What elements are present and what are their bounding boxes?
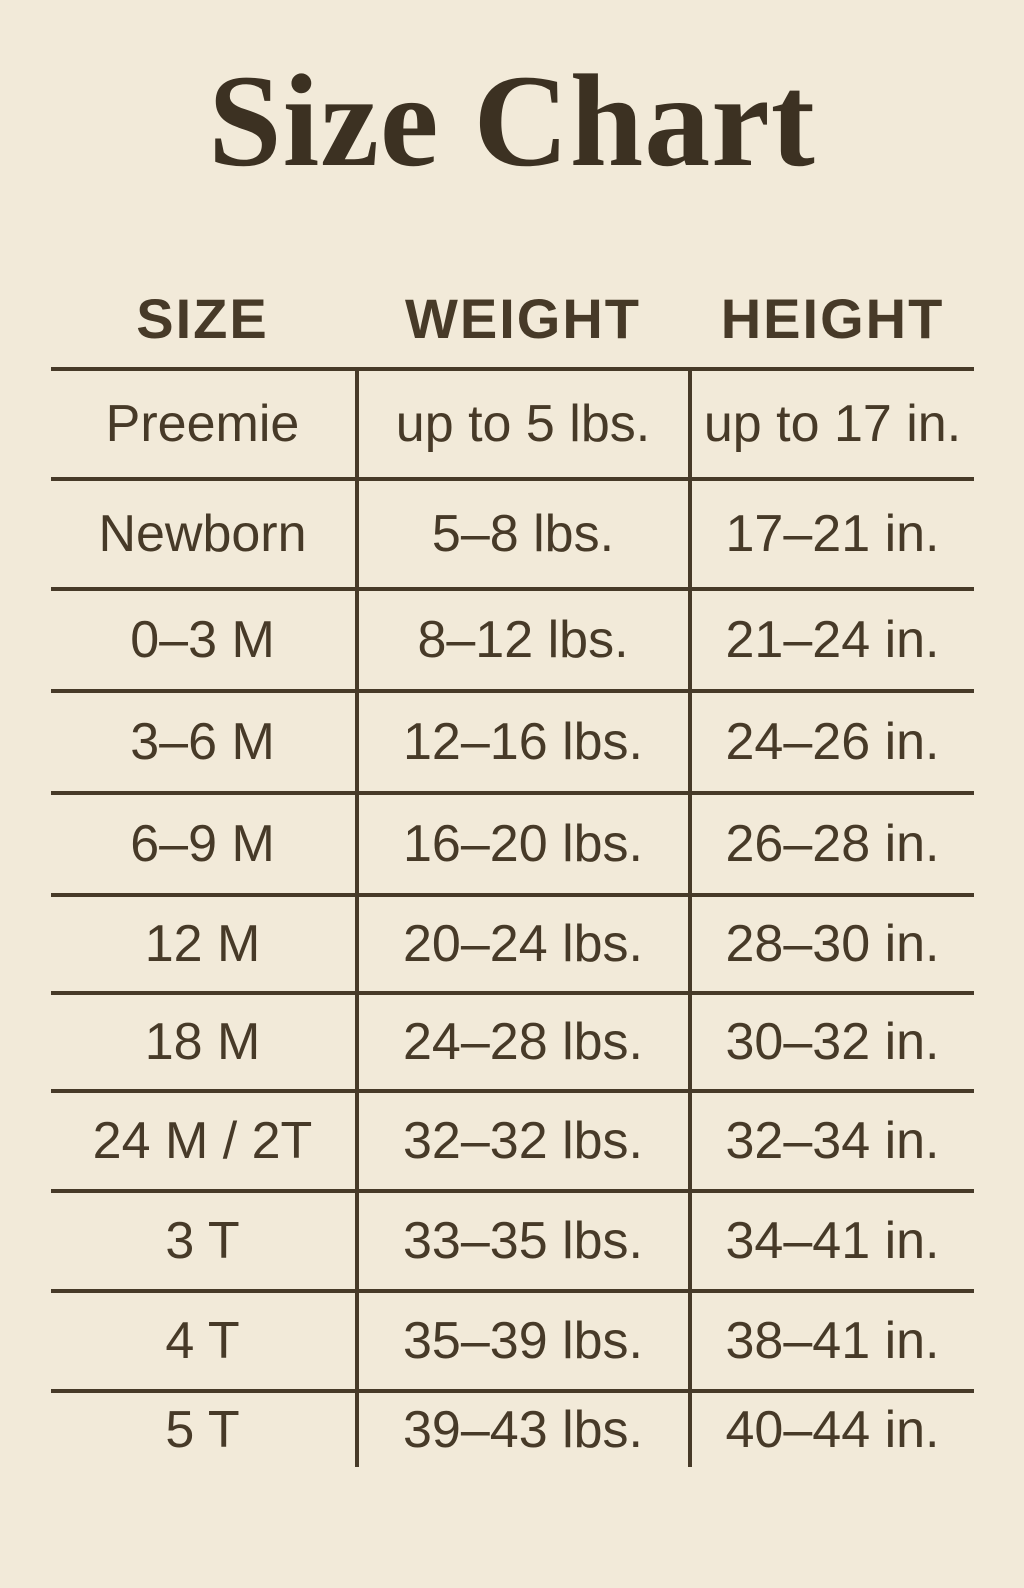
size-cell: 3–6 M [130,712,275,771]
table-row: Preemie up to 5 lbs. up to 17 in. [50,366,974,477]
weight-cell: 5–8 lbs. [354,480,692,587]
size-chart-table: SIZE WEIGHT HEIGHT Preemie up to 5 lbs. … [50,270,974,1467]
page-title: Size Chart [208,47,816,194]
table-row: 0–3 M 8–12 lbs. 21–24 in. [50,586,974,689]
table-row: 3–6 M 12–16 lbs. 24–26 in. [50,688,974,791]
size-cell: 5 T [165,1400,240,1459]
weight-cell: 8–12 lbs. [354,590,692,689]
table-header-row: SIZE WEIGHT HEIGHT [51,270,974,367]
table-row: 12 M 20–24 lbs. 28–30 in. [50,892,974,991]
height-cell: 26–28 in. [725,814,940,873]
weight-cell: 12–16 lbs. [354,692,692,791]
table-row: 4 T 35–39 lbs. 38–41 in. [50,1288,974,1389]
table-row: 24 M / 2T 32–32 lbs. 32–34 in. [50,1088,974,1189]
weight-cell: up to 5 lbs. [354,370,692,477]
size-cell: 4 T [165,1311,240,1370]
weight-cell: 24–28 lbs. [354,994,692,1089]
size-cell: 3 T [165,1211,240,1270]
height-cell: 17–21 in. [725,504,940,563]
size-cell: 6–9 M [130,814,275,873]
weight-cell: 33–35 lbs. [354,1192,692,1289]
height-cell: 28–30 in. [725,914,940,973]
height-cell: 24–26 in. [725,712,940,771]
column-header-size: SIZE [136,286,269,350]
table-row: Newborn 5–8 lbs. 17–21 in. [50,476,974,587]
height-cell: 32–34 in. [725,1111,940,1170]
column-header-height: HEIGHT [720,286,945,350]
height-cell: 30–32 in. [725,1012,940,1071]
weight-cell: 35–39 lbs. [354,1292,692,1389]
weight-cell: 39–43 lbs. [354,1392,692,1467]
table-row: 5 T 39–43 lbs. 40–44 in. [50,1388,974,1467]
height-cell: 38–41 in. [725,1311,940,1370]
size-cell: 24 M / 2T [92,1111,313,1170]
size-cell: 0–3 M [130,610,275,669]
height-cell: 34–41 in. [725,1211,940,1270]
height-cell: 21–24 in. [725,610,940,669]
size-cell: 12 M [144,914,261,973]
table-row: 3 T 33–35 lbs. 34–41 in. [50,1188,974,1289]
weight-cell: 16–20 lbs. [354,794,692,893]
height-cell: 40–44 in. [725,1400,940,1459]
weight-cell: 20–24 lbs. [354,896,692,991]
height-cell: up to 17 in. [703,394,962,453]
size-cell: Preemie [105,394,300,453]
size-cell: 18 M [144,1012,261,1071]
size-cell: Newborn [98,504,307,563]
column-header-weight: WEIGHT [405,286,641,350]
weight-cell: 32–32 lbs. [354,1092,692,1189]
table-row: 18 M 24–28 lbs. 30–32 in. [50,990,974,1089]
table-row: 6–9 M 16–20 lbs. 26–28 in. [50,790,974,893]
